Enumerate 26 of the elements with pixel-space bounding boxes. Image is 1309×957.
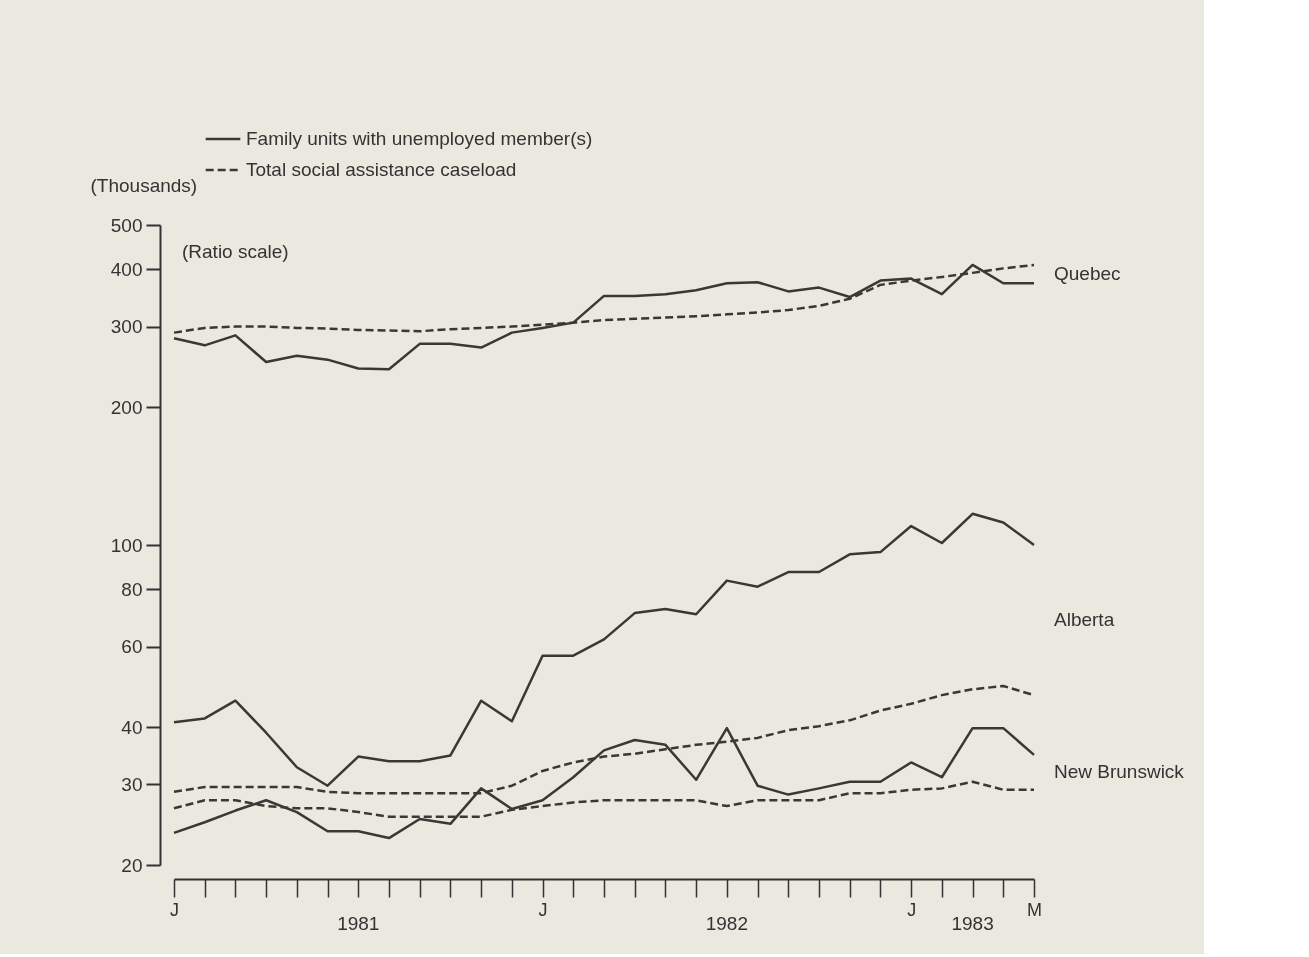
line-series	[172, 263, 1036, 371]
text: 1983	[951, 913, 994, 934]
text: Alberta	[1054, 609, 1115, 631]
annotation: (Ratio scale)	[182, 241, 289, 262]
y-axis-title: (Thousands)	[90, 174, 198, 196]
legend-label: Total social assistance caseload	[246, 159, 517, 180]
text: New Brunswick	[1054, 761, 1185, 783]
text: Quebec	[1054, 263, 1121, 285]
x-tick-label: J	[170, 899, 179, 920]
y-tick-label: 40	[121, 716, 143, 738]
text: 1982	[705, 913, 748, 934]
y-tick-label: 200	[110, 396, 143, 418]
text: 1981	[337, 913, 380, 934]
y-tick-label: 500	[110, 214, 143, 236]
y-tick-label: 300	[110, 316, 143, 338]
x-tick-label: M	[1027, 899, 1042, 920]
y-tick-label: 30	[121, 773, 143, 795]
y-tick-label: 100	[110, 534, 143, 556]
y-tick-label: 400	[110, 258, 143, 280]
x-tick-label: J	[907, 899, 917, 920]
line-series	[172, 512, 1036, 787]
y-tick-label: 20	[121, 854, 143, 876]
y-tick-label: 80	[121, 578, 143, 600]
legend-label: Family units with unemployed member(s)	[246, 128, 593, 149]
x-tick-label: J	[538, 899, 548, 920]
y-tick-label: 60	[121, 636, 143, 658]
